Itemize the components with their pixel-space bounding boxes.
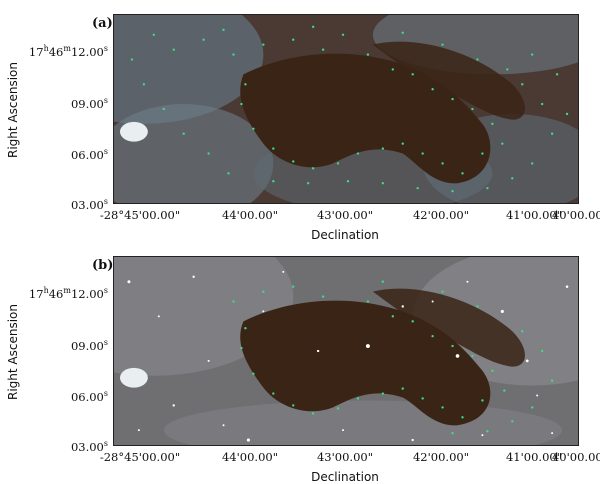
- x-tick-label: 41'00.00": [505, 450, 563, 464]
- y-axis-label: Right Ascension: [6, 304, 20, 400]
- y-tick-label: 06.00s: [70, 389, 108, 404]
- astronomical-image-b: [114, 257, 578, 445]
- y-tick-label: 03.00s: [70, 197, 108, 212]
- x-tick-label: 44'00.00": [221, 208, 279, 222]
- y-tick-label: 09.00s: [70, 96, 108, 111]
- x-tick-label: 43'00.00": [316, 450, 374, 464]
- x-tick-label: 40'00.00": [551, 208, 600, 222]
- astronomical-image-a: [114, 15, 578, 203]
- y-tick-label: 03.00s: [70, 439, 108, 454]
- x-axis-label: Declination: [311, 228, 379, 242]
- y-tick-label: 09.00s: [70, 338, 108, 353]
- marker-cloud: [232, 280, 554, 435]
- image-plot: [113, 14, 579, 204]
- x-tick-label: -28°45'00.00": [99, 450, 181, 464]
- star-field: [127, 270, 569, 442]
- x-tick-label: 44'00.00": [221, 450, 279, 464]
- x-axis-label: Declination: [311, 470, 379, 484]
- x-tick-label: 43'00.00": [316, 208, 374, 222]
- panel-a: (a) Right Ascension 17h46m12.00s 09.00s …: [6, 14, 600, 242]
- image-plot: [113, 256, 579, 446]
- panel-b: (b) Right Ascension 17h46m12.00s 09.00s …: [0, 242, 600, 484]
- panel-label: (b): [92, 258, 114, 273]
- x-tick-label: 40'00.00": [551, 450, 600, 464]
- marker-cloud: [130, 25, 569, 193]
- y-axis-label: Right Ascension: [6, 62, 20, 158]
- x-tick-label: 42'00.00": [412, 450, 470, 464]
- panel-label: (a): [92, 16, 113, 31]
- y-tick-label: 17h46m12.00s: [28, 286, 108, 301]
- y-tick-label: 17h46m12.00s: [28, 44, 108, 59]
- x-tick-label: 41'00.00": [505, 208, 563, 222]
- x-tick-label: 42'00.00": [412, 208, 470, 222]
- x-tick-label: -28°45'00.00": [99, 208, 181, 222]
- y-tick-label: 06.00s: [70, 147, 108, 162]
